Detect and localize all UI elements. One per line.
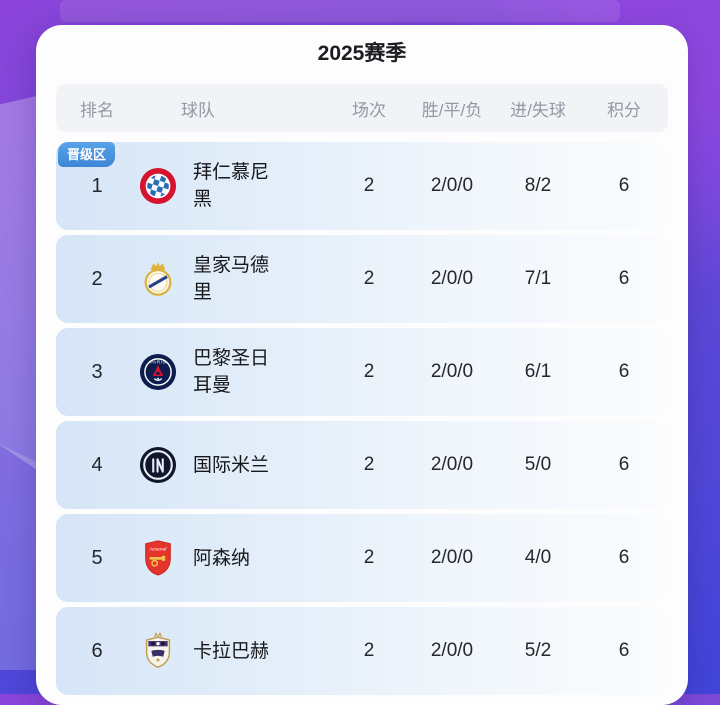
arsenal-logo: Arsenal — [139, 539, 177, 577]
standings-card: 2025赛季 排名 球队 场次 胜/平/负 进/失球 积分 晋级区 1 — [36, 25, 688, 705]
team-name: 皇家马德里 — [193, 255, 270, 303]
played-value: 2 — [363, 547, 375, 568]
column-header-team: 球队 — [181, 100, 215, 120]
team-name: 拜仁慕尼黑 — [193, 162, 270, 210]
rank-value: 2 — [91, 267, 103, 290]
psg-logo-text: PARIS — [150, 359, 167, 365]
played-value: 2 — [363, 268, 375, 289]
goals-value: 5/0 — [524, 454, 552, 475]
team-name: 卡拉巴赫 — [193, 640, 270, 662]
rank-value: 4 — [91, 453, 103, 476]
goals-value: 6/1 — [524, 361, 552, 382]
played-value: 2 — [363, 175, 375, 196]
column-header-points: 积分 — [607, 100, 641, 120]
points-value: 6 — [618, 454, 630, 475]
rank-value: 3 — [91, 360, 103, 383]
background-shape — [60, 0, 620, 22]
qarabag-logo — [139, 632, 177, 670]
bayern-munich-logo — [139, 167, 177, 205]
qualification-zone-badge: 晋级区 — [58, 142, 116, 167]
wdl-value: 2/0/0 — [430, 454, 474, 475]
played-value: 2 — [363, 640, 375, 661]
table-row[interactable]: 晋级区 1 拜仁慕尼黑 — [56, 142, 668, 230]
points-value: 6 — [618, 640, 630, 661]
team-cell: 国际米兰 — [138, 446, 330, 484]
inter-milan-logo — [139, 446, 177, 484]
column-header-rank: 排名 — [80, 100, 114, 120]
team-cell: Arsenal 阿森纳 — [138, 539, 330, 577]
played-value: 2 — [363, 454, 375, 475]
rank-value: 1 — [91, 174, 103, 197]
wdl-value: 2/0/0 — [430, 175, 474, 196]
team-cell: 卡拉巴赫 — [138, 632, 330, 670]
table-row[interactable]: 6 卡拉巴赫 2 2/0/0 5 — [56, 607, 668, 695]
team-cell: 拜仁慕尼黑 — [138, 159, 330, 213]
points-value: 6 — [618, 268, 630, 289]
season-title: 2025赛季 — [317, 42, 407, 65]
column-header-goals: 进/失球 — [510, 100, 566, 120]
psg-logo: PARIS — [139, 353, 177, 391]
column-header-wdl: 胜/平/负 — [421, 100, 483, 120]
wdl-value: 2/0/0 — [430, 547, 474, 568]
table-row[interactable]: 4 国际米兰 2 2/0/0 5/0 6 — [56, 421, 668, 509]
standings-rows: 晋级区 1 拜仁慕尼黑 — [56, 142, 668, 695]
rank-value: 6 — [91, 639, 103, 662]
points-value: 6 — [618, 361, 630, 382]
rank-value: 5 — [91, 546, 103, 569]
table-header: 排名 球队 场次 胜/平/负 进/失球 积分 — [56, 84, 668, 132]
real-madrid-logo — [139, 260, 177, 298]
wdl-value: 2/0/0 — [430, 640, 474, 661]
goals-value: 4/0 — [524, 547, 552, 568]
table-row[interactable]: 3 PARIS 巴黎圣日耳曼 2 2/0/0 6/1 — [56, 328, 668, 416]
team-cell: PARIS 巴黎圣日耳曼 — [138, 345, 330, 399]
arsenal-logo-text: Arsenal — [149, 546, 168, 552]
wdl-value: 2/0/0 — [430, 268, 474, 289]
goals-value: 8/2 — [524, 175, 552, 196]
team-name: 阿森纳 — [193, 547, 251, 569]
team-name: 巴黎圣日耳曼 — [193, 348, 270, 396]
goals-value: 5/2 — [524, 640, 552, 661]
column-header-played: 场次 — [352, 100, 386, 120]
team-cell: 皇家马德里 — [138, 252, 330, 306]
team-name: 国际米兰 — [193, 454, 270, 476]
points-value: 6 — [618, 175, 630, 196]
played-value: 2 — [363, 361, 375, 382]
goals-value: 7/1 — [524, 268, 552, 289]
table-row[interactable]: 2 皇家马德里 2 2/0/0 7/1 6 — [56, 235, 668, 323]
table-row[interactable]: 5 Arsenal 阿森纳 2 2/0/0 4/0 6 — [56, 514, 668, 602]
wdl-value: 2/0/0 — [430, 361, 474, 382]
points-value: 6 — [618, 547, 630, 568]
